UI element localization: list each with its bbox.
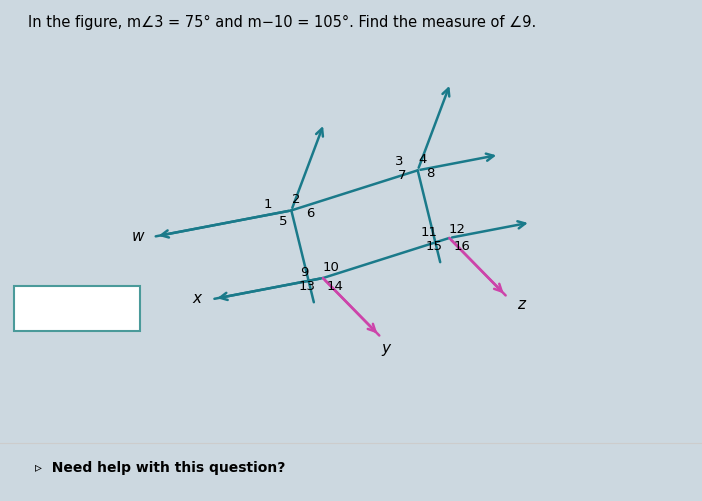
Text: 15: 15 xyxy=(425,240,442,254)
Text: 5: 5 xyxy=(279,215,288,228)
Text: y: y xyxy=(382,341,391,356)
Text: 7: 7 xyxy=(398,169,406,182)
Text: w: w xyxy=(132,229,145,244)
Text: z: z xyxy=(517,297,525,312)
Text: 8: 8 xyxy=(426,167,435,180)
Text: In the figure, m∠3 = 75° and m−10 = 105°. Find the measure of ∠9.: In the figure, m∠3 = 75° and m−10 = 105°… xyxy=(28,15,536,30)
Text: ▹  Need help with this question?: ▹ Need help with this question? xyxy=(35,461,286,475)
Text: 2: 2 xyxy=(292,193,300,206)
Text: 16: 16 xyxy=(453,240,470,254)
Text: 11: 11 xyxy=(420,226,438,239)
FancyBboxPatch shape xyxy=(14,286,140,331)
Text: 14: 14 xyxy=(327,281,344,294)
Text: 13: 13 xyxy=(299,281,316,294)
Text: 9: 9 xyxy=(300,266,309,279)
Text: 6: 6 xyxy=(305,207,314,220)
Text: 1: 1 xyxy=(264,198,272,211)
Text: 4: 4 xyxy=(418,153,427,166)
Text: 3: 3 xyxy=(395,155,404,168)
Text: 12: 12 xyxy=(449,222,465,235)
Text: 10: 10 xyxy=(322,261,339,274)
Text: x: x xyxy=(192,291,201,306)
